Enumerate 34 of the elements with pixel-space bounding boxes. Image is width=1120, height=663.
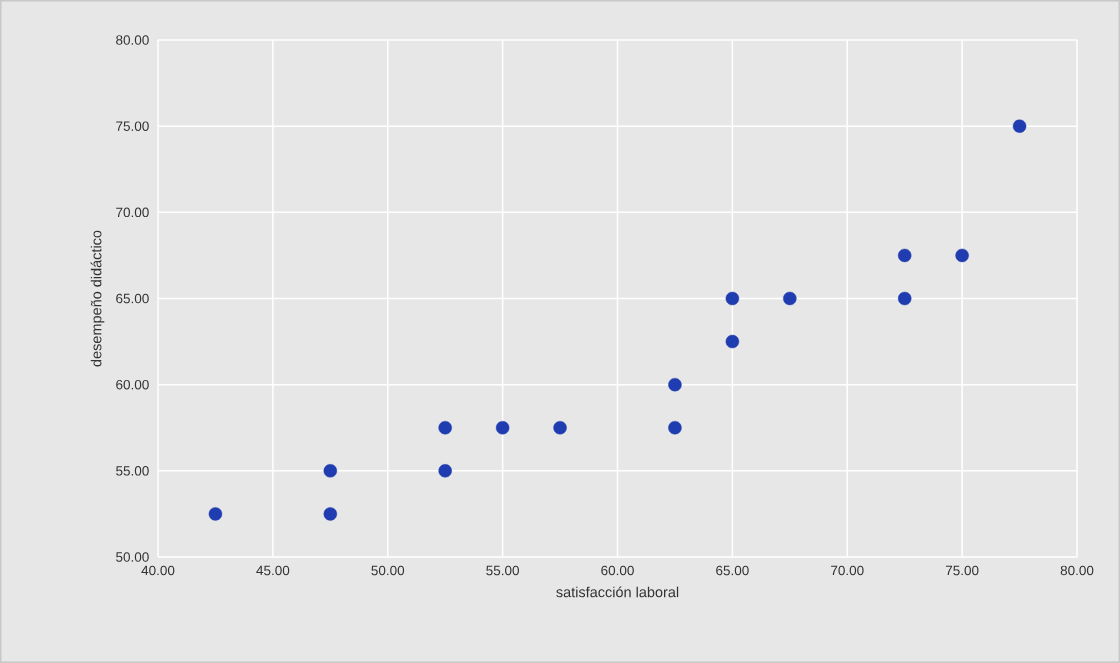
y-tick-label: 70.00 bbox=[116, 207, 149, 218]
point bbox=[898, 248, 912, 263]
point bbox=[668, 421, 682, 435]
point bbox=[668, 377, 682, 392]
point bbox=[898, 291, 912, 306]
point bbox=[323, 507, 338, 521]
point bbox=[725, 291, 740, 306]
x-tick-label: 40.00 bbox=[141, 565, 175, 576]
x-tick-label: 50.00 bbox=[371, 565, 405, 576]
x-tick-label: 45.00 bbox=[256, 565, 290, 576]
x-tick-label: 70.00 bbox=[831, 565, 864, 576]
point bbox=[1012, 119, 1027, 133]
y-tick-label: 55.00 bbox=[116, 466, 149, 476]
point bbox=[438, 421, 452, 435]
point bbox=[208, 507, 223, 521]
y-tick-label: 65.00 bbox=[116, 293, 149, 304]
y-tick-label: 75.00 bbox=[116, 121, 149, 131]
point bbox=[783, 291, 797, 306]
x-tick-label: 80.00 bbox=[1060, 565, 1094, 576]
point bbox=[323, 464, 338, 478]
point bbox=[955, 248, 969, 263]
point bbox=[725, 334, 740, 349]
x-tick-label: 65.00 bbox=[716, 565, 749, 576]
y-tick-label: 80.00 bbox=[116, 35, 149, 45]
x-axis-title: satisfacción laboral bbox=[556, 586, 679, 598]
point bbox=[553, 421, 567, 435]
y-axis-title: desempeño didáctico bbox=[90, 230, 105, 367]
y-tick-label: 50.00 bbox=[116, 552, 149, 562]
point bbox=[438, 464, 452, 478]
x-tick-label: 75.00 bbox=[945, 565, 979, 576]
point bbox=[495, 421, 510, 435]
y-tick-label: 60.00 bbox=[116, 379, 149, 390]
x-tick-label: 55.00 bbox=[486, 565, 519, 576]
x-tick-label: 60.00 bbox=[601, 565, 634, 576]
